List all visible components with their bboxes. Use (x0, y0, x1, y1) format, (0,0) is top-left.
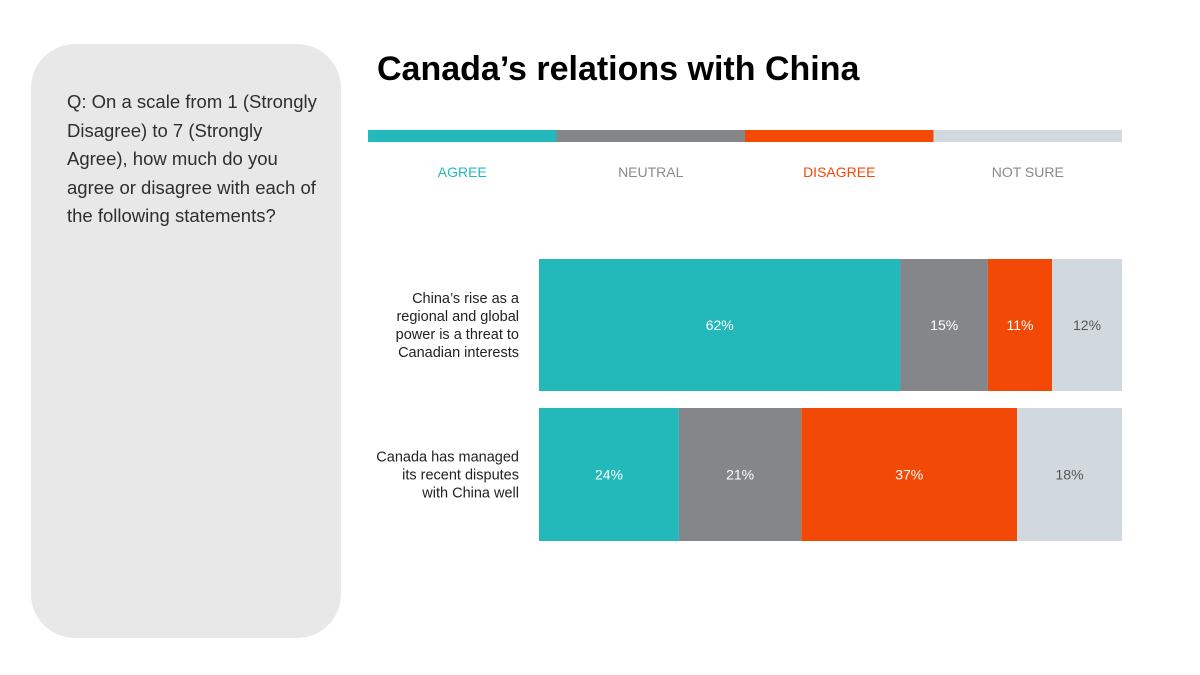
legend-label-3: NOT SURE (992, 164, 1064, 180)
bar-value-label-0-1: 15% (930, 317, 958, 333)
category-label-0-line-3: Canadian interests (398, 345, 519, 361)
bar-value-label-0-0: 62% (706, 317, 734, 333)
legend-swatch-2 (745, 130, 934, 142)
category-label-0-line-0: China’s rise as a (412, 291, 520, 307)
category-label-1-line-1: its recent disputes (402, 468, 519, 484)
legend-swatch-0 (368, 130, 557, 142)
bar-value-label-1-0: 24% (595, 467, 623, 483)
legend-swatch-1 (556, 130, 745, 142)
bar-1-0 (539, 408, 679, 541)
bar-value-label-0-3: 12% (1073, 317, 1101, 333)
legend-label-1: NEUTRAL (618, 164, 684, 180)
category-label-1-line-2: with China well (421, 486, 519, 502)
category-label-0-line-1: regional and global (396, 309, 519, 325)
bar-1-1 (678, 408, 802, 541)
bar-value-label-1-1: 21% (726, 467, 754, 483)
legend-label-0: AGREE (438, 164, 487, 180)
bar-1-2 (801, 408, 1018, 541)
bar-0-3 (1052, 259, 1122, 391)
category-label-1-line-0: Canada has managed (376, 450, 519, 466)
bar-0-1 (900, 259, 988, 391)
bar-value-label-1-2: 37% (895, 467, 923, 483)
legend-swatch-3 (933, 130, 1122, 142)
bar-value-label-0-2: 11% (1006, 317, 1033, 333)
bar-1-3 (1017, 408, 1122, 541)
bar-0-0 (539, 259, 901, 391)
legend-label-2: DISAGREE (803, 164, 875, 180)
question-panel: Q: On a scale from 1 (Strongly Disagree)… (31, 44, 341, 638)
bar-0-2 (987, 259, 1053, 391)
category-label-0-line-2: power is a threat to (396, 327, 519, 343)
chart-title: Canada’s relations with China (377, 50, 860, 88)
question-text: Q: On a scale from 1 (Strongly Disagree)… (67, 91, 317, 227)
bar-value-label-1-3: 18% (1056, 467, 1084, 483)
